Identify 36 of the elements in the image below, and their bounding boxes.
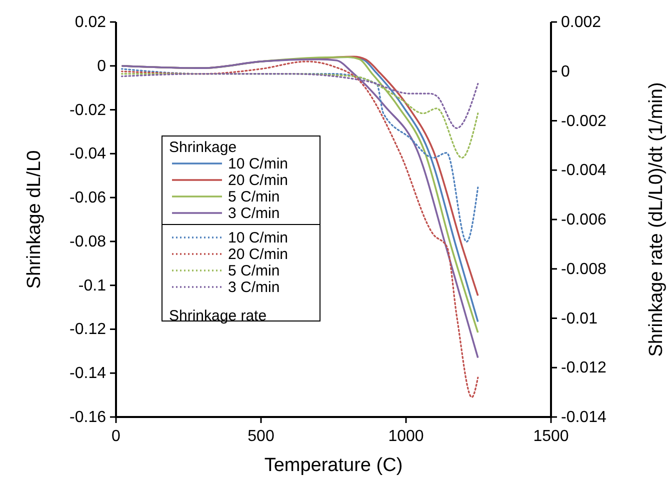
legend-title: Shrinkage <box>169 139 237 156</box>
y2-tick-label: 0.002 <box>561 14 602 31</box>
y2-axis-title: Shrinkage rate (dL/L0)/dt (1/min) <box>646 82 667 357</box>
y2-tick-label: -0.008 <box>561 260 606 278</box>
x-tick-label: 500 <box>248 428 274 445</box>
y2-tick-label: -0.002 <box>561 112 606 130</box>
y-tick-label: 0.02 <box>74 14 106 31</box>
y-tick-label: -0.1 <box>78 277 106 294</box>
y-tick-label: -0.04 <box>70 146 106 163</box>
legend-label: 10 C/min <box>228 156 288 172</box>
legend-label: 20 C/min <box>228 246 288 263</box>
y2-tick-label: -0.01 <box>561 310 598 328</box>
y-tick-label: -0.14 <box>70 365 106 382</box>
y-tick-label: 0 <box>97 58 106 75</box>
x-axis-title: Temperature (C) <box>264 455 403 476</box>
y-axis-title: Shrinkage dL/L0 <box>24 150 45 289</box>
y2-tick-label: -0.006 <box>561 212 606 228</box>
y-tick-label: -0.16 <box>70 409 106 426</box>
legend-label: 3 C/min <box>228 279 280 296</box>
y-tick-label: -0.02 <box>70 102 106 119</box>
x-tick-label: 1500 <box>533 428 569 445</box>
x-tick-label: 0 <box>112 428 121 445</box>
legend-label: 5 C/min <box>228 262 280 280</box>
y2-tick-label: -0.004 <box>561 162 606 180</box>
y-tick-label: -0.08 <box>70 233 106 250</box>
y-tick-label: -0.06 <box>70 190 106 207</box>
y2-tick-label: -0.014 <box>561 409 606 426</box>
y2-tick-label: -0.012 <box>561 360 606 377</box>
legend-label: 10 C/min <box>228 230 288 246</box>
y-tick-label: -0.12 <box>70 321 106 338</box>
annotation: Shrinkage rate <box>169 308 267 324</box>
legend-label: 5 C/min <box>228 188 280 206</box>
y2-tick-label: 0 <box>561 63 570 80</box>
legend-label: 20 C/min <box>228 172 288 189</box>
legend-label: 3 C/min <box>228 205 280 222</box>
x-tick-label: 1000 <box>388 428 424 445</box>
